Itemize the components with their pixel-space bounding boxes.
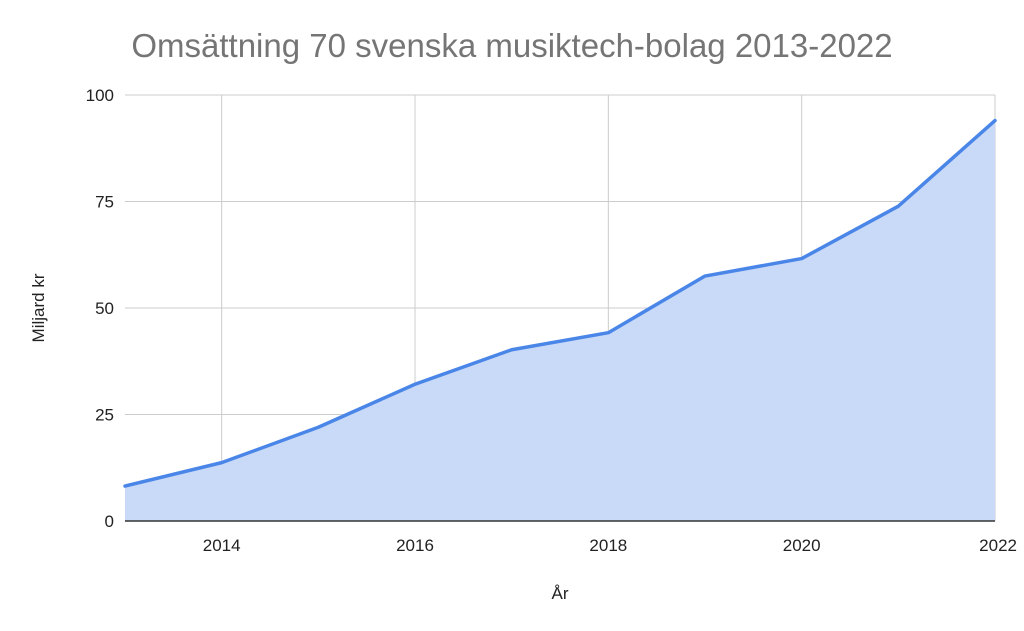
y-axis-label: Miljard kr [29,273,48,342]
data-point [414,383,416,385]
y-tick-label: 50 [95,299,114,318]
data-point [317,426,319,428]
series-line [123,118,997,488]
chart-title: Omsättning 70 svenska musiktech-bolag 20… [131,27,892,64]
data-point [221,462,223,464]
x-tick-label: 2014 [203,536,241,555]
y-tick-label: 0 [105,512,114,531]
data-point [994,120,996,122]
y-tick-label: 100 [86,86,114,105]
x-tick-label: 2016 [396,536,434,555]
y-tick-label: 25 [95,406,114,425]
data-point [124,485,126,487]
area-fill [125,120,995,521]
data-point [801,258,803,260]
data-point [897,205,899,207]
axes: 0 25 50 75 100 2014 2016 2018 2020 2022 [86,86,1017,555]
data-point [607,332,609,334]
data-point [511,349,513,351]
area-series [123,118,997,521]
x-tick-label: 2022 [979,536,1017,555]
x-tick-label: 2020 [783,536,821,555]
y-tick-label: 75 [95,193,114,212]
x-tick-label: 2018 [589,536,627,555]
x-axis-label: År [552,584,569,603]
data-point [704,275,706,277]
